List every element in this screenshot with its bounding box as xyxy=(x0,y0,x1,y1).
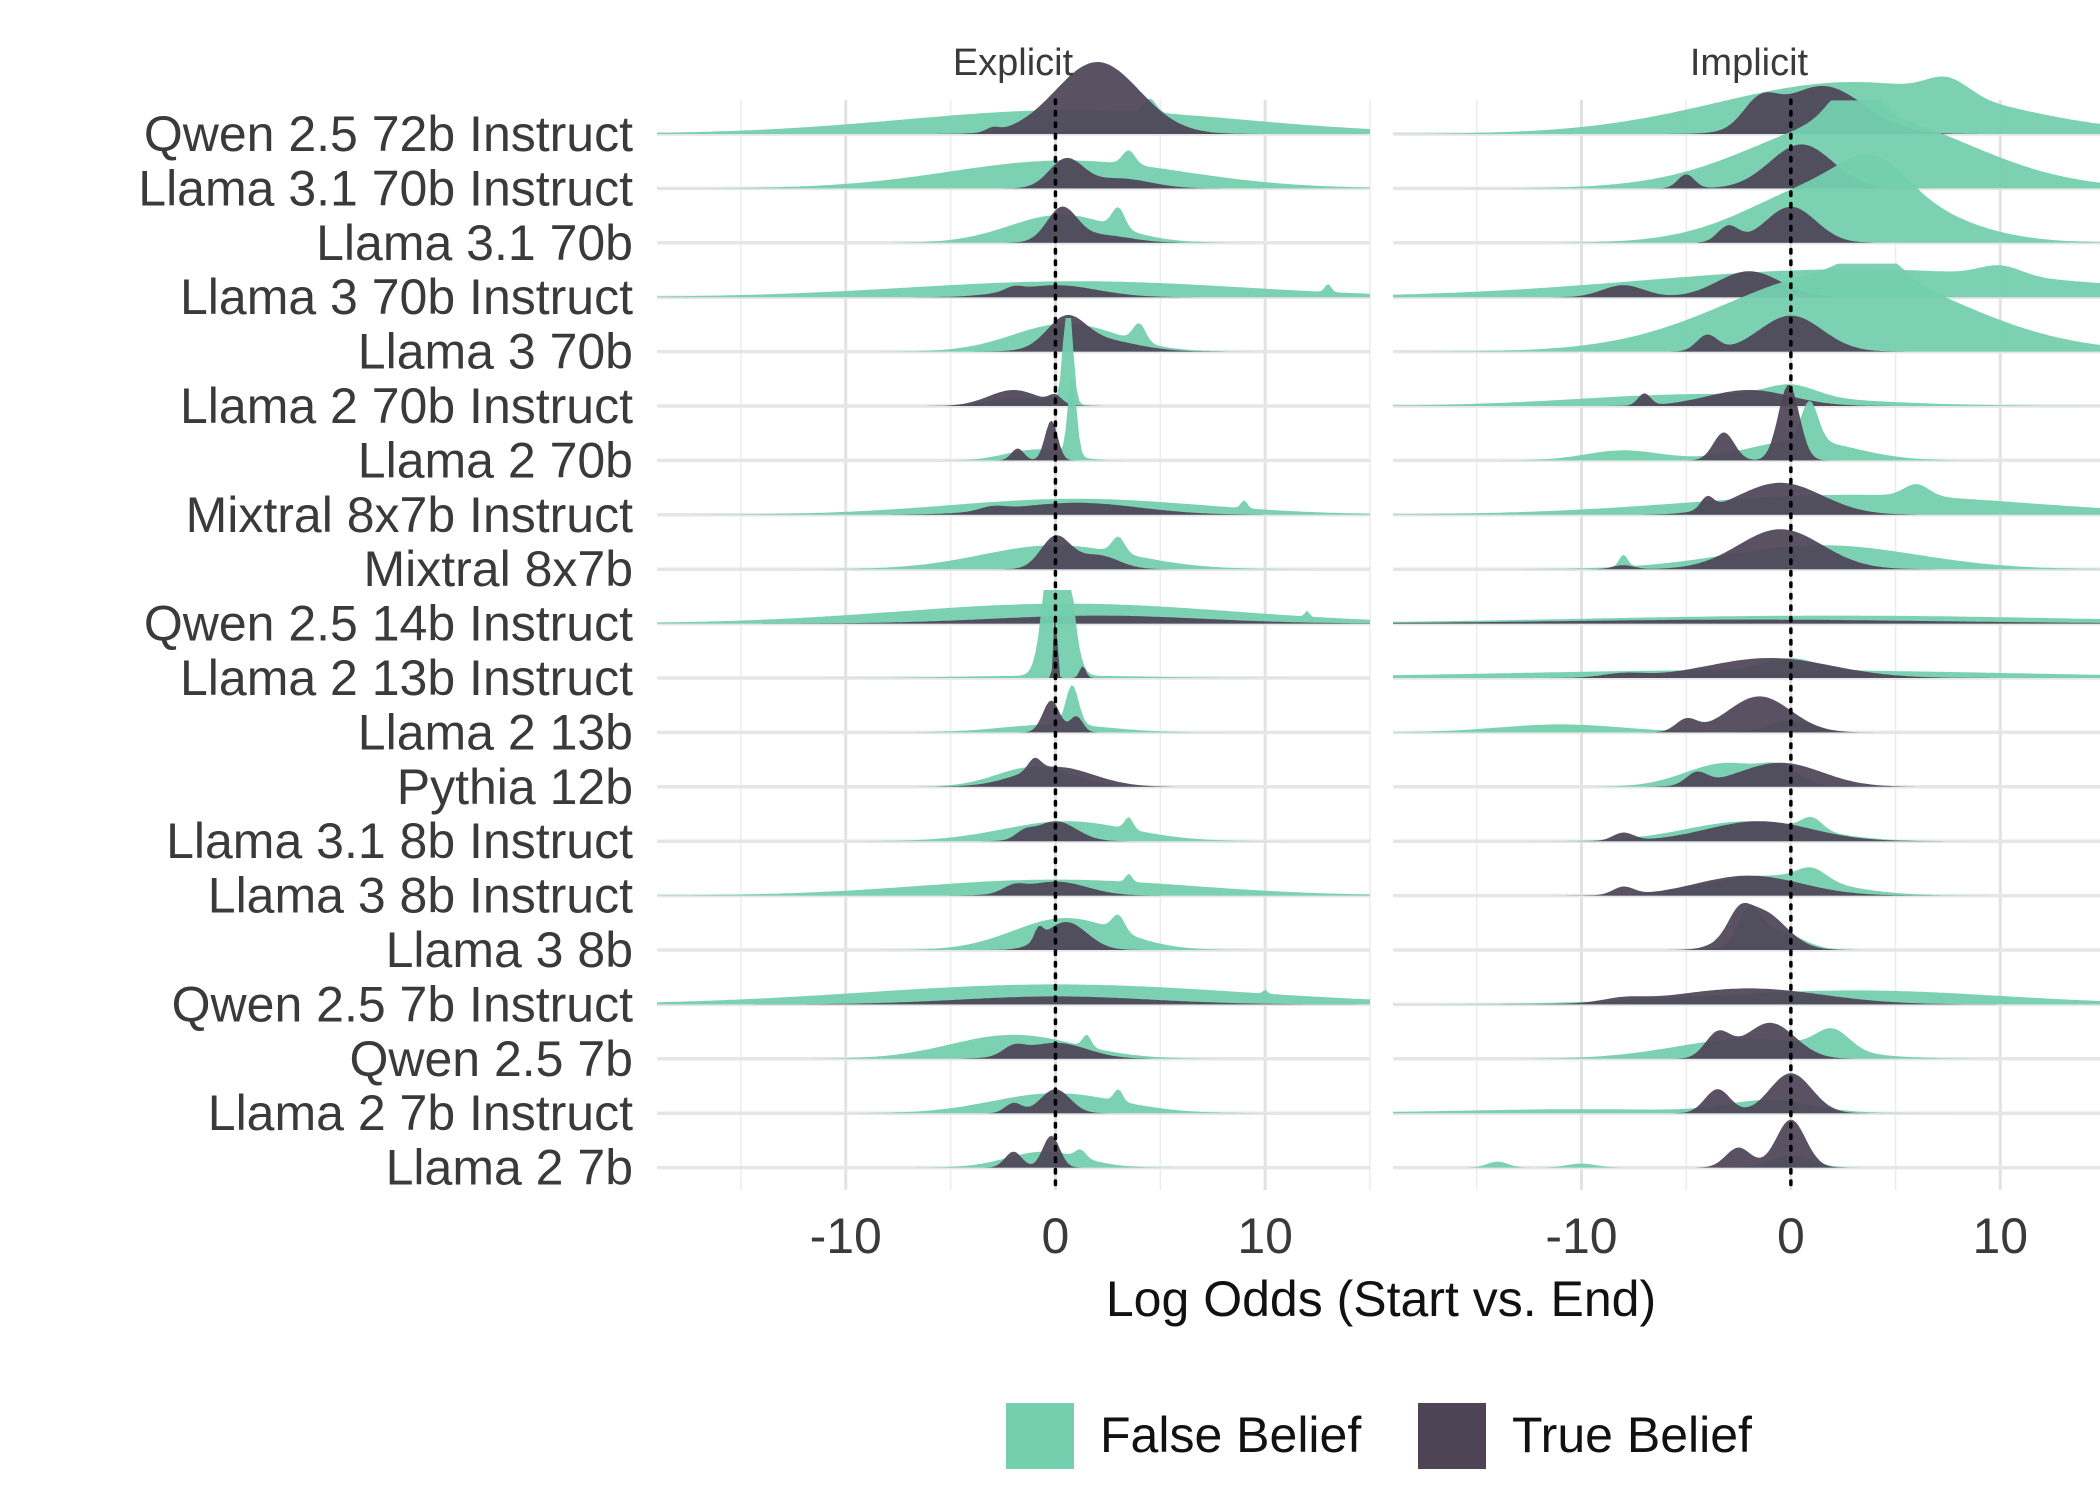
model-label-llama-3-8b: Llama 3 8b xyxy=(386,922,633,978)
density-true-belief-explicit-mixtral-8x7b-instruct xyxy=(657,502,1370,515)
density-false-belief-implicit-llama-3-1-70b-instruct xyxy=(1393,100,2100,189)
model-label-llama-3-70b-instruct: Llama 3 70b Instruct xyxy=(180,269,633,325)
density-true-belief-implicit-llama-3-1-70b xyxy=(1393,206,2100,243)
density-true-belief-implicit-qwen-2-5-7b xyxy=(1393,1022,2100,1059)
density-false-belief-implicit-llama-2-70b xyxy=(1393,400,2100,461)
density-true-belief-implicit-mixtral-8x7b xyxy=(1393,529,2100,570)
legend-label-false-belief: False Belief xyxy=(1100,1407,1361,1463)
density-false-belief-explicit-llama-2-7b-instruct xyxy=(657,1089,1370,1114)
density-false-belief-explicit-llama-3-1-8b-instruct xyxy=(657,817,1370,842)
model-label-qwen-2-5-7b-instruct: Qwen 2.5 7b Instruct xyxy=(172,976,633,1032)
density-true-belief-implicit-llama-3-70b xyxy=(1393,315,2100,352)
model-label-qwen-2-5-72b-instruct: Qwen 2.5 72b Instruct xyxy=(144,106,633,162)
label-layer: Explicit Implicit Log Odds (Start vs. En… xyxy=(138,42,2028,1327)
facet-title-implicit: Implicit xyxy=(1690,42,1809,84)
density-false-belief-implicit-llama-2-13b xyxy=(1393,720,2100,733)
density-true-belief-explicit-llama-2-70b xyxy=(657,420,1370,461)
density-true-belief-explicit-llama-3-1-8b-instruct xyxy=(657,821,1370,842)
x-tick-label-implicit: 10 xyxy=(1972,1208,2028,1264)
density-true-belief-explicit-qwen-2-5-7b-instruct xyxy=(657,996,1370,1005)
density-true-belief-explicit-pythia-12b xyxy=(657,757,1370,787)
density-layer xyxy=(657,62,2100,1168)
model-label-mixtral-8x7b-instruct: Mixtral 8x7b Instruct xyxy=(186,487,633,543)
x-tick-label-explicit: 10 xyxy=(1237,1208,1293,1264)
density-false-belief-explicit-llama-3-70b xyxy=(657,323,1370,352)
density-false-belief-explicit-llama-2-70b xyxy=(657,377,1370,461)
density-true-belief-implicit-llama-2-70b-instruct xyxy=(1393,390,2100,406)
density-false-belief-explicit-llama-2-13b xyxy=(657,685,1370,733)
density-false-belief-implicit-llama-3-1-70b xyxy=(1393,154,2100,243)
density-true-belief-implicit-qwen-2-5-14b-instruct xyxy=(1393,619,2100,624)
model-label-llama-2-13b-instruct: Llama 2 13b Instruct xyxy=(180,650,633,706)
model-label-qwen-2-5-7b: Qwen 2.5 7b xyxy=(349,1031,633,1087)
legend: False Belief True Belief xyxy=(1006,1403,1752,1469)
density-true-belief-implicit-llama-3-1-70b-instruct xyxy=(1393,144,2100,189)
x-tick-label-explicit: -10 xyxy=(810,1208,882,1264)
model-label-llama-2-7b-instruct: Llama 2 7b Instruct xyxy=(208,1085,633,1141)
legend-swatch-true-belief xyxy=(1418,1403,1486,1469)
model-label-llama-3-8b-instruct: Llama 3 8b Instruct xyxy=(208,868,633,924)
model-label-llama-3-1-70b: Llama 3.1 70b xyxy=(316,215,633,271)
density-true-belief-implicit-llama-3-8b xyxy=(1393,903,2100,950)
x-tick-label-explicit: 0 xyxy=(1042,1208,1070,1264)
density-true-belief-explicit-llama-3-70b-instruct xyxy=(657,285,1370,298)
model-label-llama-2-70b: Llama 2 70b xyxy=(358,432,633,488)
density-false-belief-explicit-llama-3-1-70b-instruct xyxy=(657,150,1370,189)
density-true-belief-implicit-qwen-2-5-7b-instruct xyxy=(1393,988,2100,1005)
x-tick-label-implicit: 0 xyxy=(1777,1208,1805,1264)
facet-title-explicit: Explicit xyxy=(953,42,1074,84)
model-label-llama-3-1-70b-instruct: Llama 3.1 70b Instruct xyxy=(138,160,633,216)
density-false-belief-explicit-llama-3-8b xyxy=(657,914,1370,950)
density-true-belief-implicit-pythia-12b xyxy=(1393,762,2100,787)
model-label-llama-2-7b: Llama 2 7b xyxy=(386,1140,633,1196)
model-label-llama-3-1-8b-instruct: Llama 3.1 8b Instruct xyxy=(166,813,633,869)
density-true-belief-implicit-qwen-2-5-72b-instruct xyxy=(1393,86,2100,134)
density-true-belief-implicit-mixtral-8x7b-instruct xyxy=(1393,482,2100,515)
model-label-qwen-2-5-14b-instruct: Qwen 2.5 14b Instruct xyxy=(144,596,633,652)
density-false-belief-explicit-qwen-2-5-72b-instruct xyxy=(657,98,1370,134)
density-true-belief-implicit-llama-3-1-8b-instruct xyxy=(1393,821,2100,842)
density-true-belief-implicit-llama-2-13b xyxy=(1393,696,2100,733)
density-true-belief-explicit-llama-2-7b-instruct xyxy=(657,1089,1370,1114)
x-tick-label-implicit: -10 xyxy=(1545,1208,1617,1264)
density-false-belief-explicit-mixtral-8x7b xyxy=(657,536,1370,570)
density-false-belief-explicit-llama-3-1-70b xyxy=(657,207,1370,243)
legend-label-true-belief: True Belief xyxy=(1512,1407,1752,1463)
density-false-belief-implicit-llama-3-70b xyxy=(1393,263,2100,352)
density-true-belief-implicit-llama-3-70b-instruct xyxy=(1393,271,2100,298)
model-label-pythia-12b: Pythia 12b xyxy=(397,759,633,815)
density-false-belief-explicit-qwen-2-5-7b-instruct xyxy=(657,984,1370,1005)
density-true-belief-explicit-llama-3-8b-instruct xyxy=(657,881,1370,896)
density-false-belief-implicit-llama-2-7b-instruct xyxy=(1393,1099,2100,1114)
density-true-belief-explicit-qwen-2-5-7b xyxy=(657,1042,1370,1059)
density-true-belief-implicit-llama-2-13b-instruct xyxy=(1393,658,2100,678)
model-label-llama-2-13b: Llama 2 13b xyxy=(358,704,633,760)
model-label-llama-2-70b-instruct: Llama 2 70b Instruct xyxy=(180,378,633,434)
grid-layer xyxy=(657,100,2100,1190)
density-true-belief-explicit-llama-2-70b-instruct xyxy=(657,390,1370,406)
density-true-belief-explicit-qwen-2-5-14b-instruct xyxy=(657,615,1370,624)
density-true-belief-implicit-llama-3-8b-instruct xyxy=(1393,875,2100,896)
density-false-belief-implicit-qwen-2-5-72b-instruct xyxy=(1393,76,2100,134)
density-false-belief-explicit-llama-2-13b-instruct xyxy=(657,590,1370,678)
legend-swatch-false-belief xyxy=(1006,1403,1074,1469)
density-true-belief-explicit-llama-2-7b xyxy=(657,1135,1370,1168)
model-label-mixtral-8x7b: Mixtral 8x7b xyxy=(363,541,633,597)
x-axis-label: Log Odds (Start vs. End) xyxy=(1106,1271,1656,1327)
model-label-llama-3-70b: Llama 3 70b xyxy=(358,324,633,380)
density-true-belief-implicit-llama-2-7b xyxy=(1393,1119,2100,1168)
reference-line-layer xyxy=(1053,98,1793,1192)
